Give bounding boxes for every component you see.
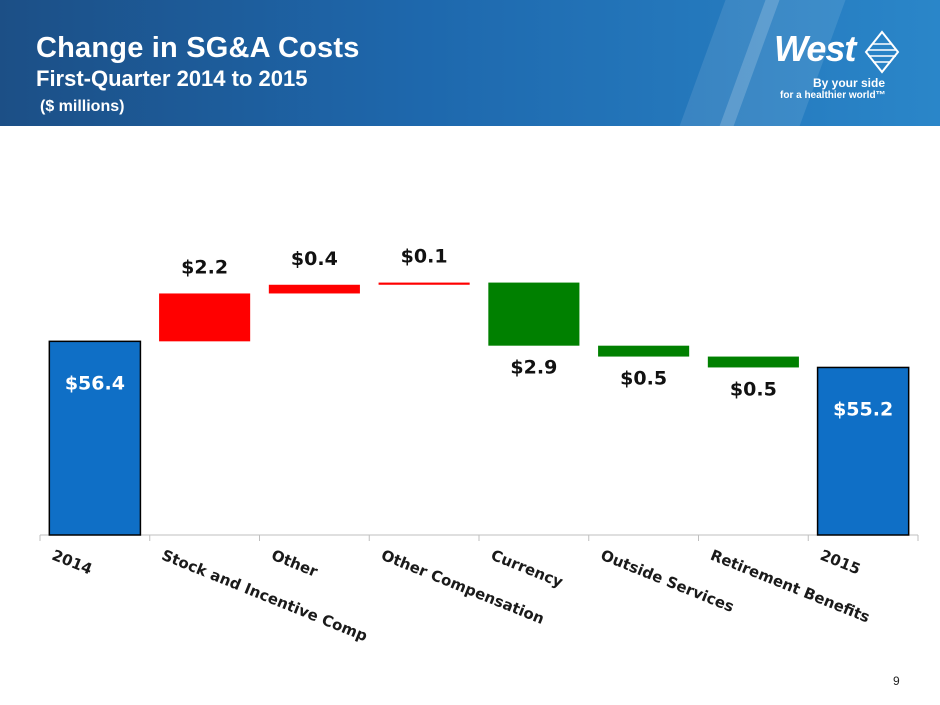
category-label: Currency xyxy=(488,546,565,591)
category-label: 2015 xyxy=(818,546,863,578)
slide-header: Change in SG&A Costs First-Quarter 2014 … xyxy=(0,0,940,126)
data-label: $2.2 xyxy=(181,256,228,278)
category-label: Stock and Incentive Comp xyxy=(159,546,370,645)
category-label: Other xyxy=(269,546,321,581)
data-label: $0.4 xyxy=(291,248,338,270)
slide-subtitle: First-Quarter 2014 to 2015 xyxy=(36,66,308,91)
data-label: $0.5 xyxy=(730,378,777,400)
category-label: 2014 xyxy=(49,546,94,578)
diamond-icon xyxy=(864,30,900,74)
waterfall-bar xyxy=(816,366,910,536)
slide-title: Change in SG&A Costs xyxy=(36,32,360,64)
logo-tagline-1: By your side xyxy=(813,76,886,90)
logo-wordmark: West xyxy=(774,28,856,69)
data-label: $55.2 xyxy=(833,398,893,420)
waterfall-bar xyxy=(488,282,580,346)
waterfall-bar xyxy=(378,282,470,285)
waterfall-bar xyxy=(598,345,690,357)
waterfall-bar xyxy=(48,340,142,536)
data-label: $0.1 xyxy=(401,246,448,268)
waterfall-bar xyxy=(159,293,251,342)
data-label: $56.4 xyxy=(65,372,125,394)
waterfall-chart: $56.4 2014 $2.2 Stock and Incentive Comp $0.… xyxy=(39,246,919,645)
logo-tagline-2: for a healthier world™ xyxy=(780,90,886,101)
page-number: 9 xyxy=(893,674,900,688)
data-label: $2.9 xyxy=(510,357,557,379)
data-label: $0.5 xyxy=(620,368,667,390)
waterfall-bar xyxy=(268,284,360,294)
waterfall-bar xyxy=(707,356,799,368)
west-logo: West By your side for a healthier world™ xyxy=(768,26,918,106)
units-label: ($ millions) xyxy=(40,98,125,115)
